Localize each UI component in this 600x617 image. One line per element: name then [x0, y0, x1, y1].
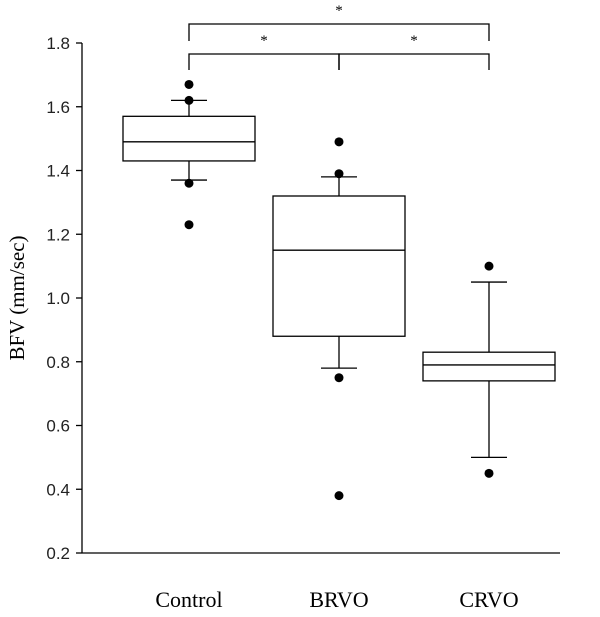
iqr-box	[122, 115, 256, 162]
y-tick-label: 1.0	[46, 289, 70, 308]
significance-star: *	[260, 33, 268, 49]
iqr-box	[272, 195, 406, 337]
y-tick-label: 0.8	[46, 353, 70, 372]
outlier-point	[484, 261, 494, 271]
significance-bracket: *	[188, 3, 490, 41]
outlier-point	[184, 178, 194, 188]
box-group-crvo	[422, 261, 556, 478]
outlier-point	[334, 137, 344, 147]
y-tick-label: 0.4	[46, 480, 70, 499]
bracket-line	[188, 23, 490, 41]
category-label-crvo: CRVO	[459, 587, 518, 612]
significance-star: *	[410, 33, 418, 49]
y-tick-label: 1.4	[46, 162, 70, 181]
outlier-point	[334, 169, 344, 179]
outlier-point	[184, 220, 194, 230]
y-tick-label: 0.2	[46, 544, 70, 563]
y-tick-label: 1.6	[46, 98, 70, 117]
category-label-brvo: BRVO	[309, 587, 368, 612]
category-label-control: Control	[155, 587, 222, 612]
box-group-brvo	[272, 137, 406, 501]
significance-bracket: *	[338, 33, 490, 70]
boxes	[122, 79, 556, 501]
outlier-point	[484, 468, 494, 478]
bracket-line	[338, 53, 490, 70]
y-tick-label: 1.8	[46, 34, 70, 53]
box-group-control	[122, 79, 256, 230]
outlier-point	[334, 491, 344, 501]
outlier-point	[334, 373, 344, 383]
y-axis-label: BFV (mm/sec)	[5, 235, 29, 360]
significance-bracket: *	[188, 33, 340, 70]
y-tick-label: 1.2	[46, 225, 70, 244]
bracket-line	[188, 53, 340, 70]
y-ticks: 0.2 0.4 0.6 0.8 1.0 1.2 1.4 1.6 1.8	[46, 34, 82, 563]
significance-star: *	[335, 3, 343, 19]
iqr-box	[422, 351, 556, 382]
y-tick-label: 0.6	[46, 417, 70, 436]
outlier-point	[184, 79, 194, 89]
outlier-point	[184, 95, 194, 105]
significance-brackets: * * *	[188, 3, 490, 70]
category-labels: Control BRVO CRVO	[155, 587, 518, 612]
